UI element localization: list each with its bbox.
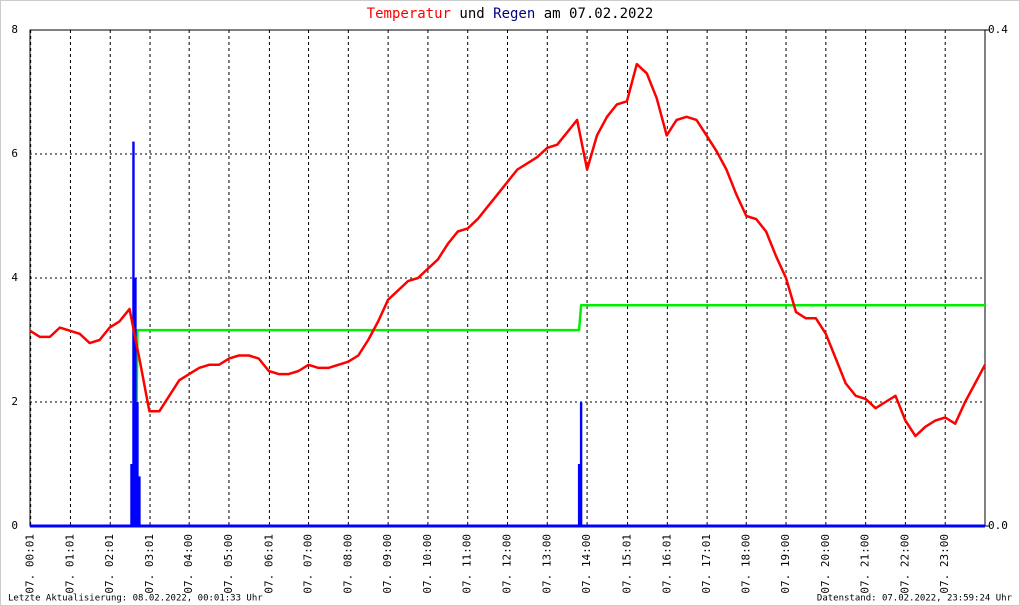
- footer-right: Datenstand: 07.02.2022, 23:59:24 Uhr: [817, 594, 1013, 604]
- y-tick-label: 2: [11, 395, 18, 408]
- title-part: Temperatur: [367, 6, 451, 22]
- title-part: und: [459, 6, 484, 22]
- x-tick-label: 07. 18:00: [739, 534, 752, 594]
- bar: [579, 402, 583, 526]
- x-tick-label: 07. 05:00: [222, 534, 235, 594]
- x-tick-label: 07. 17:01: [700, 534, 713, 594]
- y-tick-label: 6: [11, 147, 18, 160]
- y2-tick-label: 0.4: [988, 23, 1008, 36]
- x-tick-label: 07. 23:00: [938, 534, 951, 594]
- x-tick-label: 07. 13:00: [540, 534, 553, 594]
- y-tick-label: 8: [11, 23, 18, 36]
- x-tick-label: 07. 06:01: [262, 534, 275, 594]
- x-tick-label: 07. 01:01: [63, 534, 76, 594]
- x-tick-label: 07. 16:01: [660, 534, 673, 594]
- bar: [136, 402, 139, 526]
- x-tick-label: 07. 12:00: [501, 534, 514, 594]
- line-series: [29, 62, 987, 438]
- bar: [130, 464, 133, 526]
- x-tick-label: 07. 04:00: [182, 534, 195, 594]
- x-tick-label: 07. 19:00: [779, 534, 792, 594]
- x-tick-label: 07. 07:00: [302, 534, 315, 594]
- y-tick-label: 0: [11, 519, 18, 532]
- bar: [577, 464, 581, 526]
- x-tick-label: 07. 08:00: [341, 534, 354, 594]
- title-part: am 07.02.2022: [544, 6, 654, 22]
- x-tick-label: 07. 10:00: [421, 534, 434, 594]
- x-tick-label: 07. 21:00: [859, 534, 872, 594]
- chart-title: Temperatur und Regen am 07.02.2022: [367, 6, 654, 22]
- y2-tick-label: 0.0: [988, 519, 1008, 532]
- bar: [138, 476, 141, 526]
- footer-left: Letzte Aktualisierung: 08.02.2022, 00:01…: [8, 594, 263, 604]
- bar: [134, 278, 137, 526]
- x-tick-label: 07. 14:00: [580, 534, 593, 594]
- x-tick-label: 07. 15:01: [621, 534, 634, 594]
- title-part: Regen: [493, 6, 535, 22]
- y-tick-label: 4: [11, 271, 18, 284]
- x-tick-label: 07. 09:00: [381, 534, 394, 594]
- x-tick-label: 07. 22:00: [898, 534, 911, 594]
- x-tick-label: 07. 02:01: [103, 534, 116, 594]
- x-tick-label: 07. 03:01: [143, 534, 156, 594]
- x-tick-label: 07. 11:00: [461, 534, 474, 594]
- x-tick-label: 07. 00:01: [24, 534, 37, 594]
- x-tick-label: 07. 20:00: [819, 534, 832, 594]
